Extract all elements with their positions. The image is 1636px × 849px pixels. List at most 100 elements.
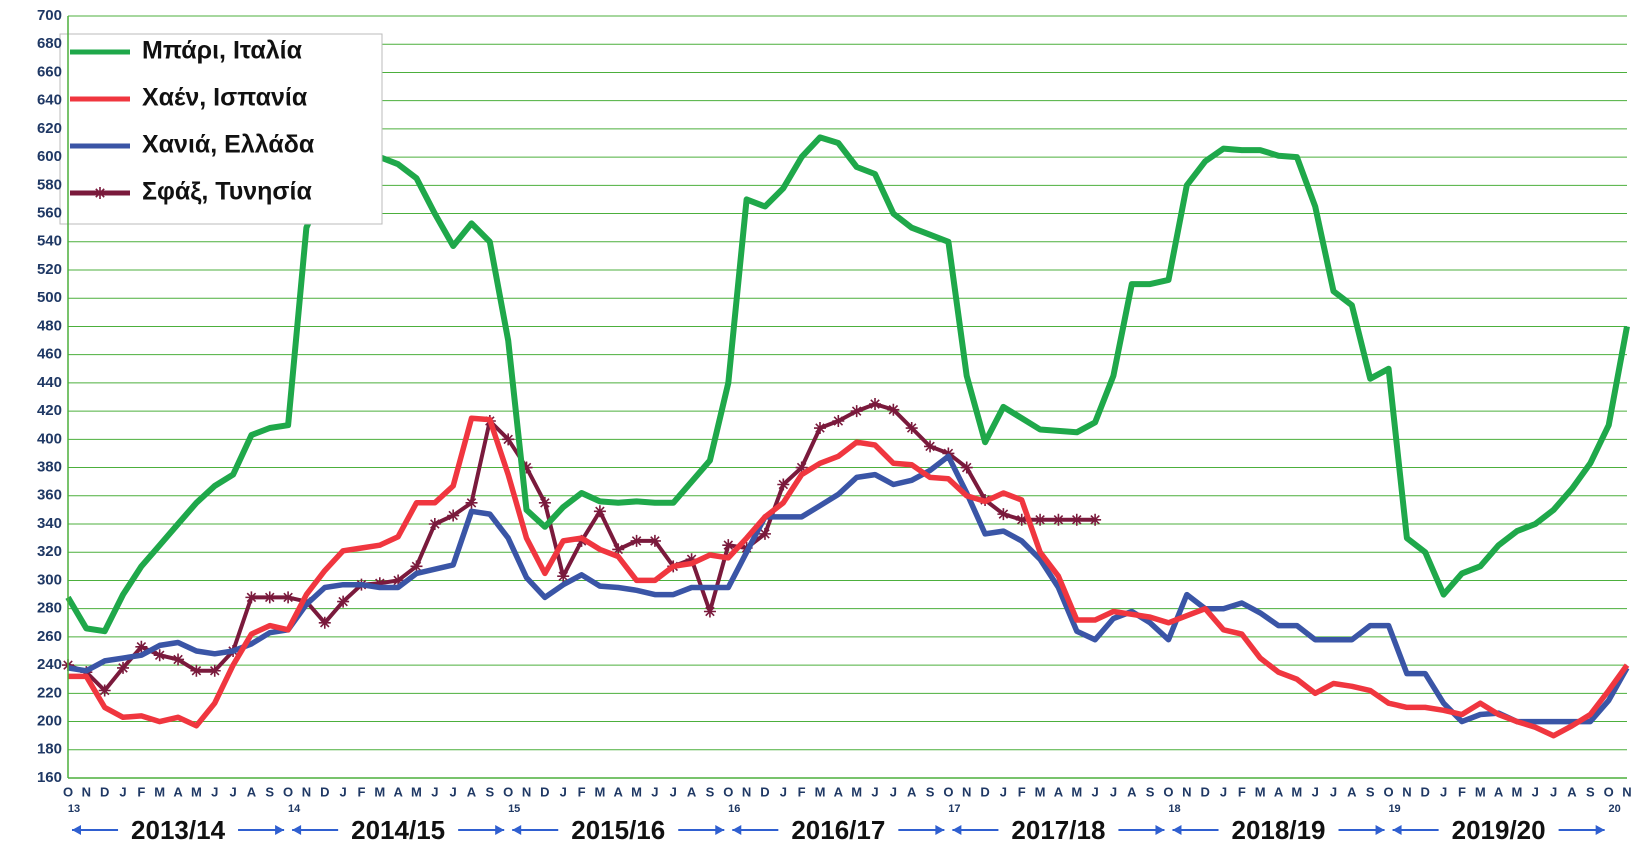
arrow-head: [1375, 825, 1385, 835]
x-tick-label: O: [283, 784, 293, 799]
x-tick-label: A: [173, 784, 183, 799]
x-tick-label: O: [503, 784, 513, 799]
year-mark: 13: [68, 803, 80, 815]
series-line: [67, 453, 1630, 725]
marker: [960, 461, 973, 474]
y-tick-label: 180: [37, 741, 62, 758]
marker: [924, 440, 937, 453]
x-tick-label: D: [100, 784, 109, 799]
x-tick-label: N: [522, 784, 531, 799]
arrow-head: [1155, 825, 1165, 835]
arrow-head: [292, 825, 302, 835]
y-tick-label: 200: [37, 713, 62, 730]
x-tick-label: O: [63, 784, 73, 799]
marker: [208, 664, 221, 677]
x-tick-label: J: [1091, 784, 1098, 799]
season-label: 2018/19: [1232, 815, 1326, 845]
marker: [98, 684, 111, 697]
y-tick-label: 680: [37, 35, 62, 52]
x-tick-label: D: [980, 784, 989, 799]
arrow-head: [1172, 825, 1182, 835]
marker: [869, 398, 882, 411]
x-tick-label: J: [1000, 784, 1007, 799]
x-tick-label: J: [1440, 784, 1447, 799]
y-tick-label: 220: [37, 684, 62, 701]
x-tick-label: O: [1384, 784, 1394, 799]
y-tick-label: 420: [37, 402, 62, 419]
x-tick-label: M: [154, 784, 165, 799]
y-tick-label: 540: [37, 233, 62, 250]
y-tick-label: 360: [37, 487, 62, 504]
season-label: 2015/16: [571, 815, 665, 845]
y-tick-label: 520: [37, 261, 62, 278]
legend-label: Χαέν, Ισπανία: [142, 84, 308, 112]
arrow-head: [1595, 825, 1605, 835]
legend-marker: [94, 187, 106, 199]
arrow-head: [715, 825, 725, 835]
x-tick-label: M: [631, 784, 642, 799]
y-tick-label: 600: [37, 148, 62, 165]
marker: [630, 534, 643, 547]
marker: [190, 664, 203, 677]
year-mark: 14: [288, 803, 301, 815]
y-tick-label: 300: [37, 571, 62, 588]
x-tick-label: S: [926, 784, 935, 799]
y-tick-label: 280: [37, 600, 62, 617]
x-tick-label: O: [943, 784, 953, 799]
arrow-head: [935, 825, 945, 835]
arrow-head: [512, 825, 522, 835]
arrow-head: [1392, 825, 1402, 835]
marker: [117, 661, 130, 674]
x-tick-label: F: [137, 784, 145, 799]
x-tick-label: S: [1586, 784, 1595, 799]
x-tick-label: M: [815, 784, 826, 799]
y-tick-label: 660: [37, 63, 62, 80]
marker: [282, 591, 295, 604]
x-tick-label: M: [1035, 784, 1046, 799]
x-tick-label: J: [1550, 784, 1557, 799]
x-tick-label: N: [742, 784, 751, 799]
y-tick-label: 340: [37, 515, 62, 532]
x-tick-label: N: [302, 784, 311, 799]
x-tick-label: S: [706, 784, 715, 799]
x-tick-label: J: [229, 784, 236, 799]
x-tick-label: O: [1604, 784, 1614, 799]
x-tick-label: J: [560, 784, 567, 799]
season-label: 2017/18: [1011, 815, 1105, 845]
season-label: 2016/17: [791, 815, 885, 845]
x-tick-label: A: [1347, 784, 1357, 799]
x-tick-label: J: [670, 784, 677, 799]
y-tick-label: 620: [37, 120, 62, 137]
marker: [538, 496, 551, 509]
y-tick-label: 440: [37, 374, 62, 391]
x-tick-label: J: [651, 784, 658, 799]
marker: [135, 640, 148, 653]
x-tick-label: J: [450, 784, 457, 799]
grid: [68, 15, 1627, 779]
x-tick-label: J: [1330, 784, 1337, 799]
y-tick-label: 480: [37, 317, 62, 334]
x-tick-label: D: [320, 784, 329, 799]
x-tick-label: N: [82, 784, 91, 799]
x-tick-label: D: [1200, 784, 1209, 799]
legend-label: Μπάρι, Ιταλία: [142, 37, 303, 65]
x-tick-label: A: [687, 784, 697, 799]
arrow-head: [275, 825, 285, 835]
marker: [337, 595, 350, 608]
x-tick-label: F: [1238, 784, 1246, 799]
marker: [648, 534, 661, 547]
marker: [502, 433, 515, 446]
legend-label: Σφάξ, Τυνησία: [142, 178, 312, 206]
x-tick-label: M: [1475, 784, 1486, 799]
x-tick-label: M: [411, 784, 422, 799]
marker: [703, 605, 716, 618]
marker: [832, 414, 845, 427]
marker: [942, 447, 955, 460]
x-tick-label: J: [871, 784, 878, 799]
series-line: [68, 415, 1630, 739]
x-tick-label: J: [1220, 784, 1227, 799]
x-tick-label: A: [1274, 784, 1284, 799]
x-tick-label: F: [1458, 784, 1466, 799]
marker: [245, 591, 258, 604]
